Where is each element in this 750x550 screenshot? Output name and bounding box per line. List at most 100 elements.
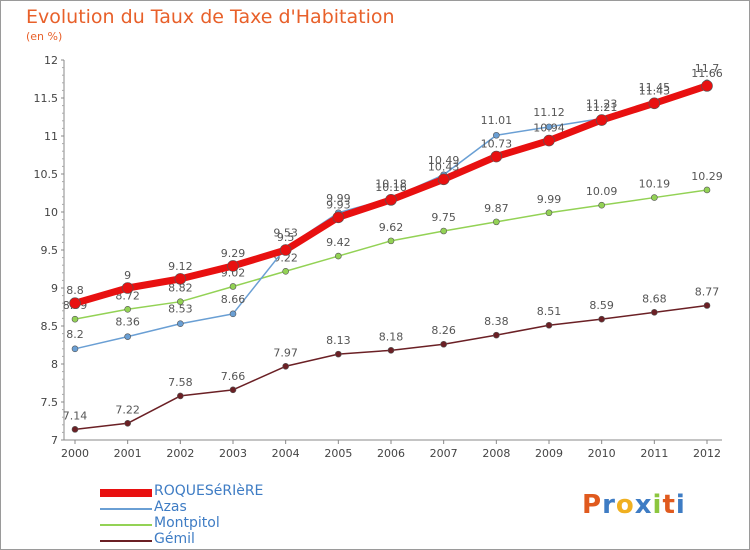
data-label: 9.93 xyxy=(326,198,351,211)
data-point xyxy=(440,340,447,348)
data-point xyxy=(437,173,450,186)
data-label: 8.2 xyxy=(66,328,84,341)
data-point xyxy=(543,134,555,147)
data-label: 9 xyxy=(124,269,131,282)
data-label: 10.73 xyxy=(481,138,513,151)
data-label: 9.12 xyxy=(168,260,193,273)
chart-title: Evolution du Taux de Taxe d'Habitation xyxy=(26,6,395,28)
data-label: 9.75 xyxy=(431,211,456,224)
data-point xyxy=(124,419,131,427)
data-point xyxy=(545,123,553,131)
data-point xyxy=(124,333,131,340)
data-label: 10.43 xyxy=(428,160,460,173)
data-point xyxy=(282,362,289,370)
data-label: 8.51 xyxy=(537,305,562,318)
data-point xyxy=(335,252,342,260)
data-label: 11.23 xyxy=(586,98,618,111)
data-label: 10.49 xyxy=(428,154,460,167)
proxiti-logo: Proxiti xyxy=(582,490,686,520)
data-label: 10.18 xyxy=(375,177,407,190)
logo-letter: i xyxy=(675,490,686,520)
data-label: 7.14 xyxy=(63,409,88,422)
data-point xyxy=(69,297,81,310)
y-tick-label: 7.5 xyxy=(41,396,59,409)
data-point xyxy=(651,309,658,316)
data-point xyxy=(651,194,658,201)
data-label: 8.18 xyxy=(379,330,404,343)
data-point xyxy=(71,345,79,353)
legend-label: ROQUESéRIèRE xyxy=(154,483,264,499)
x-tick-label: 2000 xyxy=(61,447,89,460)
x-tick-label: 2009 xyxy=(535,447,563,460)
data-label: 11.01 xyxy=(481,114,513,127)
series-0: 8.8 9 9.12 9.29 9.5 9.93 10.16 10.43 10.73 10.94 1… xyxy=(66,67,723,310)
data-point xyxy=(124,305,131,313)
data-point xyxy=(701,80,713,92)
data-point xyxy=(648,97,661,110)
x-tick-label: 2005 xyxy=(324,447,352,460)
data-point xyxy=(279,244,292,256)
data-label: 8.36 xyxy=(115,316,140,329)
data-label: 11.45 xyxy=(639,81,671,94)
data-label: 8.59 xyxy=(589,299,614,312)
data-label: 11.7 xyxy=(695,62,720,75)
data-point xyxy=(490,150,503,163)
data-label: 10.19 xyxy=(639,178,671,191)
legend-label: Gémil xyxy=(154,531,195,547)
data-point xyxy=(440,227,447,235)
data-point xyxy=(545,321,553,329)
data-label: 11.43 xyxy=(639,84,671,97)
x-tick-label: 2004 xyxy=(272,447,300,460)
data-point xyxy=(493,131,500,139)
y-tick-label: 10.5 xyxy=(34,168,59,181)
data-label: 11.12 xyxy=(533,106,565,119)
y-tick-label: 11 xyxy=(44,130,58,143)
data-point xyxy=(387,237,395,245)
data-point xyxy=(545,209,553,217)
legend-label: Montpitol xyxy=(154,515,220,531)
data-point xyxy=(121,282,134,294)
data-label: 9.62 xyxy=(379,221,404,234)
x-tick-label: 2002 xyxy=(166,447,194,460)
y-tick-label: 9.5 xyxy=(41,244,59,257)
logo-letter: r xyxy=(602,490,616,520)
data-label: 9.87 xyxy=(484,202,509,215)
y-tick-label: 10 xyxy=(44,206,58,219)
series-3: 7.14 7.22 7.58 7.66 7.97 8.13 8.18 8.26 8.38 8.51… xyxy=(63,285,719,433)
series-2: 8.598.728.829.029.229.429.629.759.879.99… xyxy=(63,170,723,323)
series-line xyxy=(74,304,708,431)
data-label: 8.26 xyxy=(431,324,456,337)
data-label: 7.66 xyxy=(221,370,246,383)
data-point xyxy=(595,114,608,126)
data-point xyxy=(177,392,184,400)
logo-letter: P xyxy=(582,490,603,520)
legend-swatch xyxy=(100,489,152,497)
legend-swatch xyxy=(100,540,152,542)
data-point xyxy=(598,315,605,323)
x-tick-label: 2010 xyxy=(588,447,616,460)
data-label: 8.8 xyxy=(66,284,84,297)
data-label: 10.16 xyxy=(375,181,407,194)
data-label: 11.21 xyxy=(586,101,618,114)
data-label: 9.53 xyxy=(273,227,298,240)
legend-swatch xyxy=(100,524,152,526)
y-tick-label: 7 xyxy=(51,434,58,447)
data-label: 7.58 xyxy=(168,376,193,389)
data-point xyxy=(493,218,500,226)
data-label: 9.42 xyxy=(326,236,351,249)
x-tick-label: 2001 xyxy=(114,447,142,460)
data-point xyxy=(703,186,711,194)
x-tick-label: 2011 xyxy=(640,447,668,460)
data-label: 9.99 xyxy=(537,193,562,206)
data-label: 8.53 xyxy=(168,303,193,316)
data-label: 8.68 xyxy=(642,292,667,305)
data-label: 9.99 xyxy=(326,192,351,205)
data-point xyxy=(177,298,184,305)
data-point xyxy=(229,386,237,394)
data-label: 9.5 xyxy=(277,231,295,244)
logo-letter: x xyxy=(634,490,653,520)
data-point xyxy=(174,273,187,285)
logo-letter: t xyxy=(662,490,676,520)
y-tick-label: 8.5 xyxy=(41,320,59,333)
